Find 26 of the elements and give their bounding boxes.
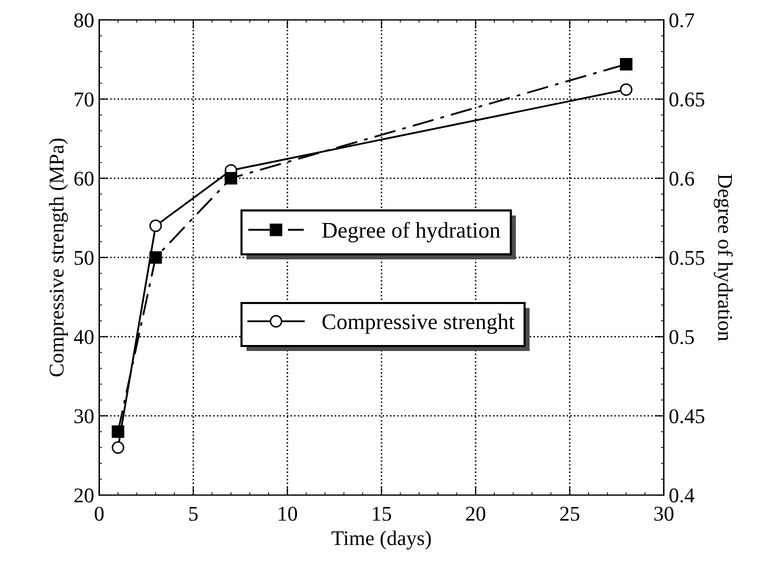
x-tick-label: 5 [189, 506, 198, 521]
x-tick-label: 0 [94, 506, 104, 521]
y2-tick-label: 0.65 [669, 92, 704, 107]
x-axis-title: Time (days) [332, 530, 431, 550]
y-tick-label: 80 [74, 13, 94, 28]
y-tick-label: 20 [74, 488, 94, 502]
legend-label: Degree of hydration [322, 222, 500, 242]
y2-tick-label: 0.4 [669, 488, 694, 503]
x-tick-label: 10 [278, 506, 298, 521]
x-tick-label: 15 [372, 506, 392, 521]
x-tick-label: 20 [466, 506, 486, 521]
y-tick-label: 30 [74, 409, 94, 424]
y-tick-label: 50 [74, 250, 94, 265]
y-tick-label: 40 [74, 330, 94, 344]
y-axis-title: Compressive strength (MPa) [48, 138, 68, 376]
y2-tick-label: 0.7 [669, 13, 694, 28]
y2-tick-label: 0.5 [669, 330, 694, 344]
y-tick-label: 70 [74, 92, 94, 107]
y-tick-label: 60 [74, 172, 94, 186]
y2-tick-label: 0.6 [669, 172, 694, 186]
x-tick-label: 25 [560, 506, 580, 521]
x-tick-label: 30 [654, 506, 674, 521]
y2-tick-label: 0.55 [669, 250, 704, 265]
y2-tick-label: 0.45 [669, 409, 704, 424]
legend-label: Compressive strenght [322, 314, 515, 334]
y2-axis-title: Degree of hydration [714, 174, 733, 342]
